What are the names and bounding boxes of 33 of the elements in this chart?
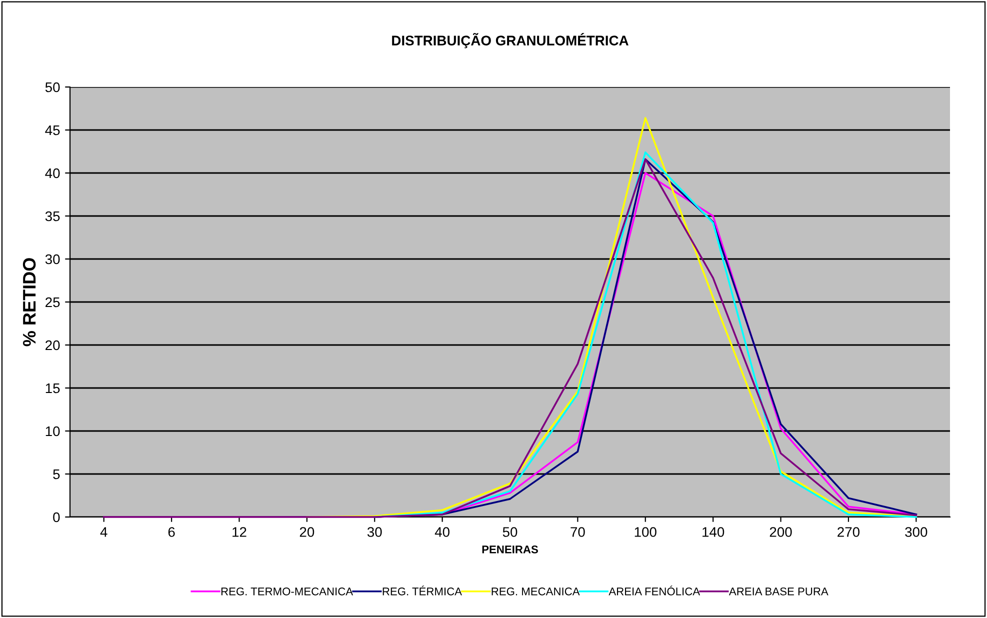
legend-label: REG. TERMO-MECANICA (221, 587, 354, 596)
y-tick-label: 10 (46, 426, 60, 436)
y-axis-title: % RETIDO (22, 258, 36, 346)
legend-label: AREIA BASE PURA (728, 587, 828, 596)
legend-label: REG. TÉRMICA (382, 586, 462, 596)
y-tick-label: 0 (53, 512, 60, 522)
x-tick-label: 4 (100, 527, 108, 537)
x-tick-label: 100 (634, 527, 656, 537)
x-tick-label: 200 (770, 527, 792, 537)
y-tick-label: 15 (46, 383, 60, 394)
x-tick-label: 30 (367, 527, 382, 537)
y-tick-label: 30 (45, 254, 60, 264)
y-tick-label: 50 (45, 82, 60, 92)
x-tick-label: 12 (232, 527, 246, 537)
x-axis-title: PENEIRAS (482, 546, 538, 554)
y-tick-label: 35 (45, 211, 60, 222)
x-tick-label: 140 (702, 527, 724, 537)
legend-label: REG. MECANICA (492, 587, 580, 596)
y-tick-label: 40 (45, 168, 60, 178)
y-tick-label: 25 (46, 297, 60, 308)
x-tick-label: 270 (838, 527, 860, 537)
x-tick-label: 300 (905, 527, 928, 537)
line-series (102, 158, 918, 518)
x-tick-label: 6 (168, 527, 175, 537)
x-tick-label: 50 (502, 527, 518, 537)
x-tick-label: 70 (570, 527, 585, 537)
y-tick-label: 20 (46, 340, 60, 350)
y-tick-label: 45 (45, 125, 60, 136)
legend-label: AREIA FENÓLICA (608, 586, 700, 596)
x-tick-label: 20 (300, 527, 314, 537)
y-tick-label: 5 (53, 469, 60, 480)
chart-title: DISTRIBUIÇÃO GRANULOMÉTRICA (392, 32, 628, 48)
x-tick-label: 40 (434, 527, 450, 537)
